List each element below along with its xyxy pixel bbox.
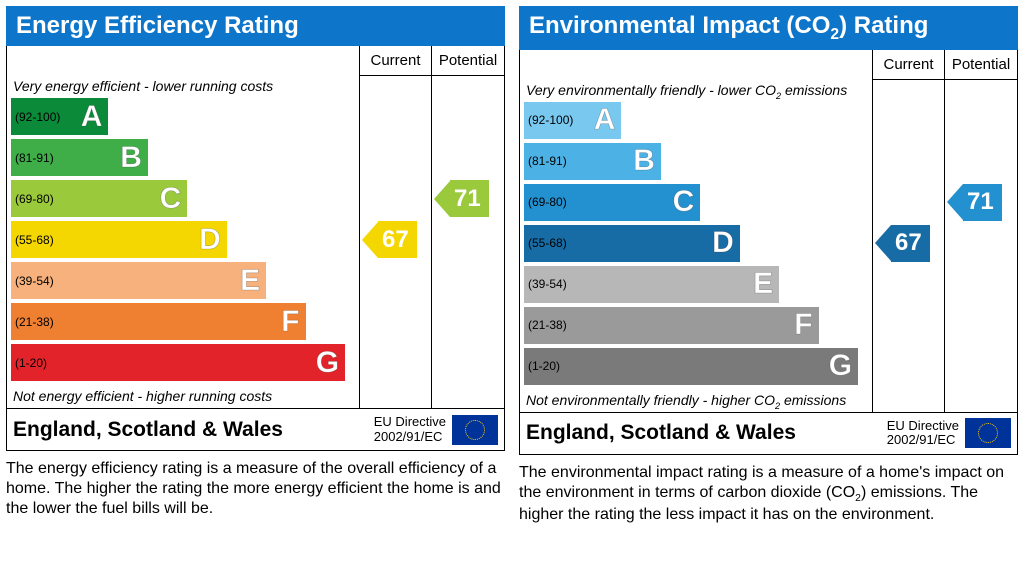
band-d: (55-68) D — [524, 225, 740, 262]
band-range: (21-38) — [11, 315, 54, 329]
rating-box: CurrentPotential Very environmentally fri… — [519, 50, 1018, 455]
band-letter: B — [120, 141, 142, 175]
caption-top: Very energy efficient - lower running co… — [7, 76, 359, 98]
panel-title: Environmental Impact (CO2) Rating — [519, 6, 1018, 50]
band-range: (1-20) — [11, 356, 47, 370]
potential-arrow: 71 — [434, 180, 489, 217]
band-g: (1-20) G — [524, 348, 858, 385]
header-spacer — [520, 50, 873, 80]
band-b: (81-91) B — [11, 139, 148, 176]
band-letter: F — [281, 305, 299, 339]
band-g: (1-20) G — [11, 344, 345, 381]
band-letter: E — [753, 267, 773, 301]
eu-flag-icon — [452, 415, 498, 445]
rating-scale: Very environmentally friendly - lower CO… — [520, 80, 873, 412]
band-range: (92-100) — [11, 110, 60, 124]
region-text: England, Scotland & Wales — [526, 421, 887, 445]
header-potential: Potential — [945, 50, 1017, 80]
band-letter: B — [633, 144, 655, 178]
footer-row: England, Scotland & WalesEU Directive200… — [7, 408, 504, 450]
band-range: (39-54) — [11, 274, 54, 288]
arrow-point-icon — [362, 222, 378, 258]
band-range: (69-80) — [524, 195, 567, 209]
caption-bottom: Not environmentally friendly - higher CO… — [520, 390, 872, 412]
band-letter: C — [160, 182, 182, 216]
potential-arrow: 71 — [947, 184, 1002, 221]
rating-box: CurrentPotential Very energy efficient - … — [6, 46, 505, 451]
current-arrow: 67 — [362, 221, 417, 258]
caption-bottom: Not energy efficient - higher running co… — [7, 386, 359, 408]
band-letter: D — [712, 226, 734, 260]
band-letter: G — [829, 349, 852, 383]
header-potential: Potential — [432, 46, 504, 76]
band-letter: A — [594, 103, 616, 137]
band-range: (81-91) — [524, 154, 567, 168]
caption-top: Very environmentally friendly - lower CO… — [520, 80, 872, 102]
band-range: (81-91) — [11, 151, 54, 165]
band-range: (1-20) — [524, 359, 560, 373]
band-range: (55-68) — [11, 233, 54, 247]
band-letter: E — [240, 264, 260, 298]
header-current: Current — [873, 50, 945, 80]
region-text: England, Scotland & Wales — [13, 418, 374, 442]
band-range: (92-100) — [524, 113, 573, 127]
arrow-point-icon — [947, 184, 963, 220]
directive-text: EU Directive2002/91/EC — [374, 415, 446, 444]
panel-energy: Energy Efficiency RatingCurrentPotential… — [6, 6, 505, 525]
arrow-point-icon — [434, 181, 450, 217]
panel-environmental: Environmental Impact (CO2) RatingCurrent… — [519, 6, 1018, 525]
band-letter: D — [199, 223, 221, 257]
panel-title: Energy Efficiency Rating — [6, 6, 505, 46]
band-e: (39-54) E — [524, 266, 779, 303]
rating-scale: Very energy efficient - lower running co… — [7, 76, 360, 408]
band-b: (81-91) B — [524, 143, 661, 180]
band-e: (39-54) E — [11, 262, 266, 299]
arrow-value: 67 — [378, 221, 417, 258]
arrow-value: 67 — [891, 225, 930, 262]
band-range: (55-68) — [524, 236, 567, 250]
band-a: (92-100) A — [524, 102, 621, 139]
band-range: (21-38) — [524, 318, 567, 332]
band-letter: C — [673, 185, 695, 219]
eu-flag-icon — [965, 418, 1011, 448]
arrow-value: 71 — [450, 180, 489, 217]
directive-text: EU Directive2002/91/EC — [887, 419, 959, 448]
band-d: (55-68) D — [11, 221, 227, 258]
current-arrow: 67 — [875, 225, 930, 262]
arrow-value: 71 — [963, 184, 1002, 221]
panel-description: The environmental impact rating is a mea… — [519, 463, 1018, 525]
band-letter: F — [794, 308, 812, 342]
footer-row: England, Scotland & WalesEU Directive200… — [520, 412, 1017, 454]
band-c: (69-80) C — [524, 184, 700, 221]
band-range: (39-54) — [524, 277, 567, 291]
header-current: Current — [360, 46, 432, 76]
band-range: (69-80) — [11, 192, 54, 206]
band-c: (69-80) C — [11, 180, 187, 217]
panel-description: The energy efficiency rating is a measur… — [6, 459, 505, 519]
band-a: (92-100) A — [11, 98, 108, 135]
band-letter: G — [316, 346, 339, 380]
header-spacer — [7, 46, 360, 76]
band-letter: A — [81, 100, 103, 134]
band-f: (21-38) F — [11, 303, 306, 340]
band-f: (21-38) F — [524, 307, 819, 344]
arrow-point-icon — [875, 225, 891, 261]
